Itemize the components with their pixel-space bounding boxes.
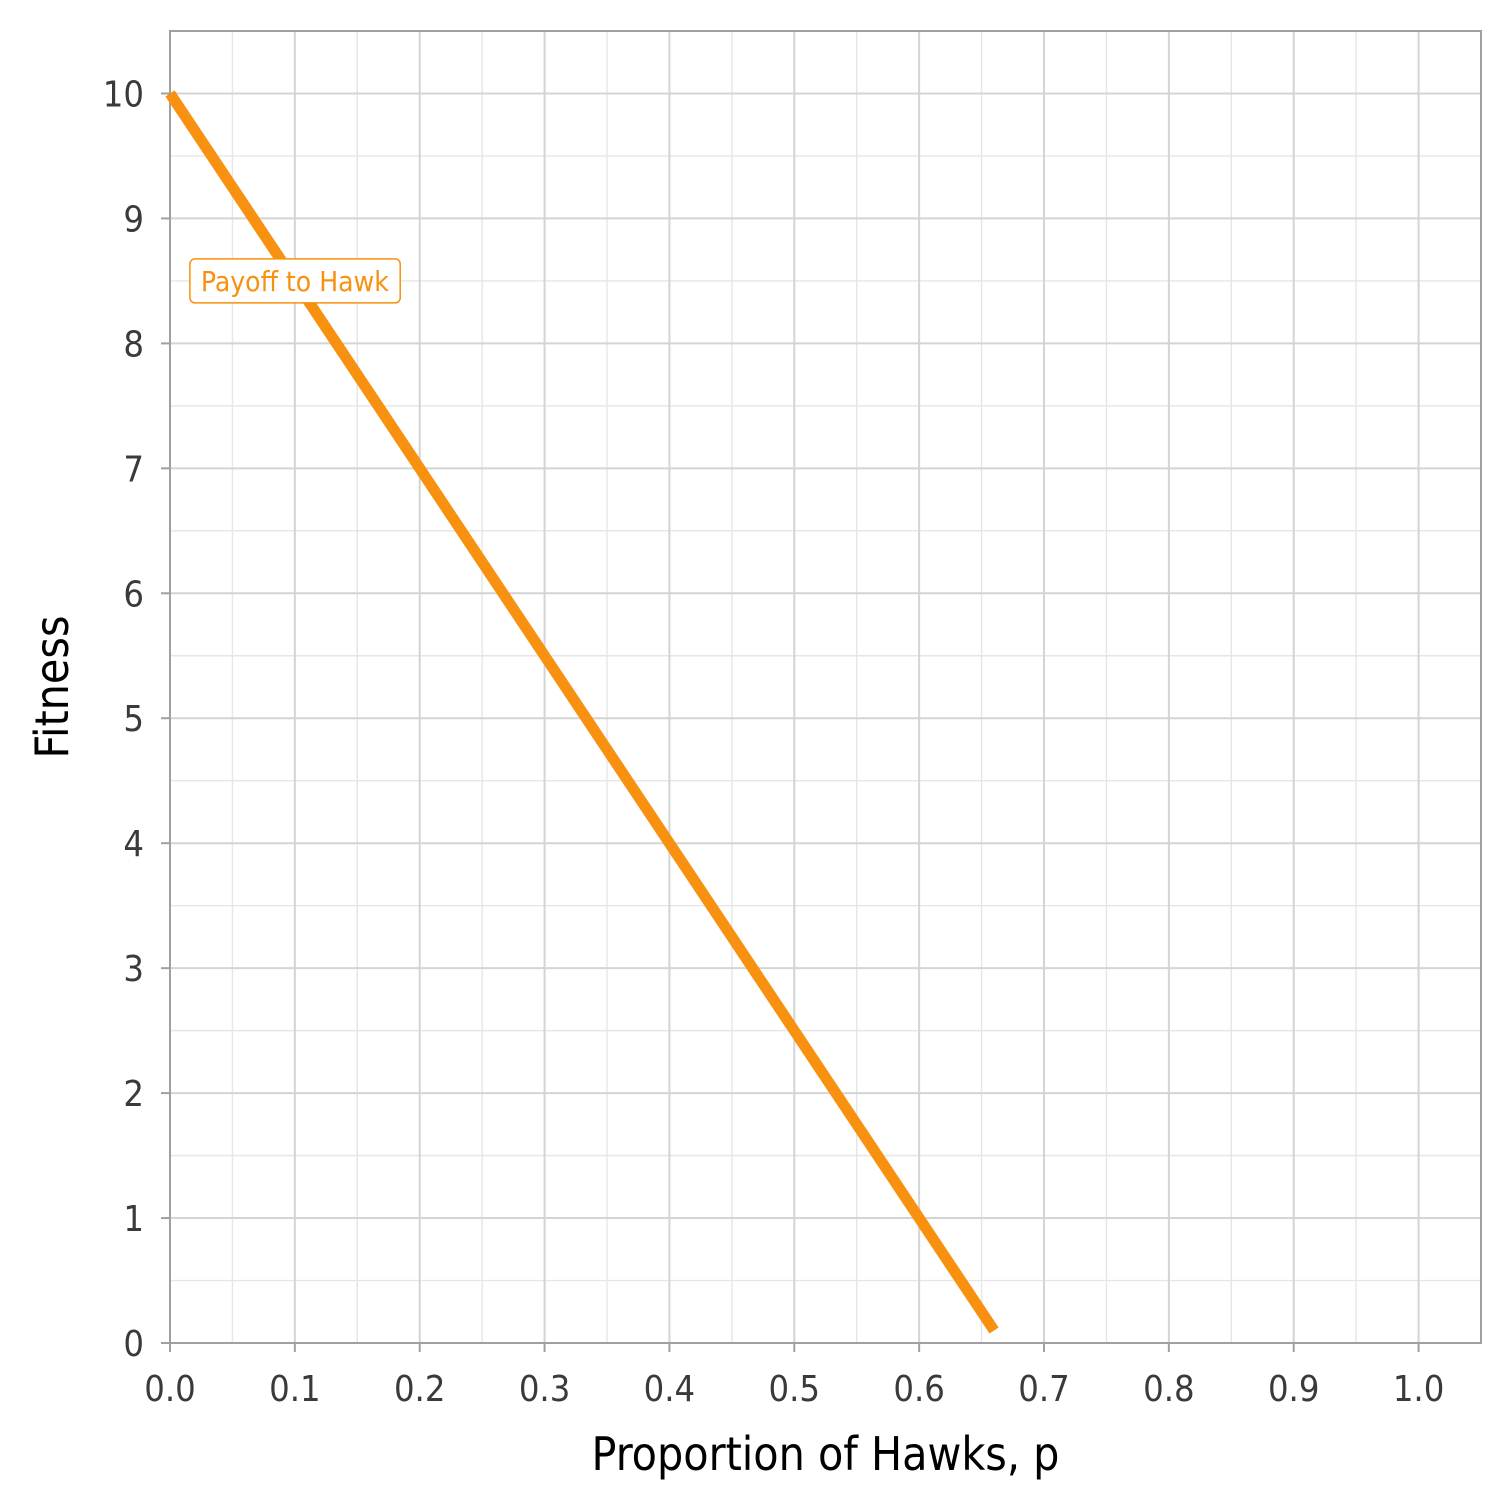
- y-tick-label: 1: [123, 1199, 144, 1240]
- x-tick-label: 0.0: [144, 1369, 196, 1410]
- x-tick-label: 0.1: [269, 1369, 321, 1410]
- minor-grid: [170, 31, 1481, 1343]
- series-line: [165, 90, 999, 1334]
- series-label-box: [189, 258, 401, 304]
- x-tick-label: 0.5: [769, 1369, 821, 1410]
- y-tick-label: 2: [123, 1074, 144, 1115]
- y-tick-label: 5: [123, 699, 144, 740]
- y-tick-label: 9: [123, 199, 144, 240]
- x-tick-label: 0.3: [519, 1369, 571, 1410]
- x-tick-label: 0.9: [1268, 1369, 1320, 1410]
- series-layer: [165, 90, 999, 1334]
- y-tick-labels: 0 1 2 3 4 5 6 7 8 9 10: [103, 74, 144, 1365]
- x-tick-label: 0.2: [394, 1369, 446, 1410]
- series-label-text: Payoff to Hawk: [201, 265, 389, 298]
- y-tick-label: 0: [123, 1324, 144, 1365]
- series-label: Payoff to Hawk: [189, 258, 401, 304]
- x-tick-label: 0.8: [1143, 1369, 1195, 1410]
- major-grid: [169, 31, 1481, 1344]
- y-tick-label: 3: [123, 949, 144, 990]
- x-tick-label: 0.4: [644, 1369, 696, 1410]
- y-axis-title: Fitness: [25, 615, 79, 758]
- y-tick-label: 7: [123, 449, 144, 490]
- y-tick-label: 4: [123, 824, 144, 865]
- x-tick-label: 1.0: [1393, 1369, 1445, 1410]
- x-tick-labels: 0.0 0.1 0.2 0.3 0.4 0.5 0.6 0.7 0.8 0.9 1.0: [144, 1369, 1444, 1410]
- annotation-layer: Payoff to Hawk: [189, 258, 401, 304]
- x-axis-title: Proportion of Hawks, p: [592, 1427, 1060, 1481]
- x-tick-label: 0.6: [893, 1369, 945, 1410]
- axis-ticks: [161, 92, 1420, 1352]
- x-tick-label: 0.7: [1018, 1369, 1070, 1410]
- y-tick-label: 8: [123, 324, 144, 365]
- y-tick-label: 10: [103, 74, 144, 115]
- plot-panel-border: [169, 30, 1482, 1344]
- y-tick-label: 6: [123, 574, 144, 615]
